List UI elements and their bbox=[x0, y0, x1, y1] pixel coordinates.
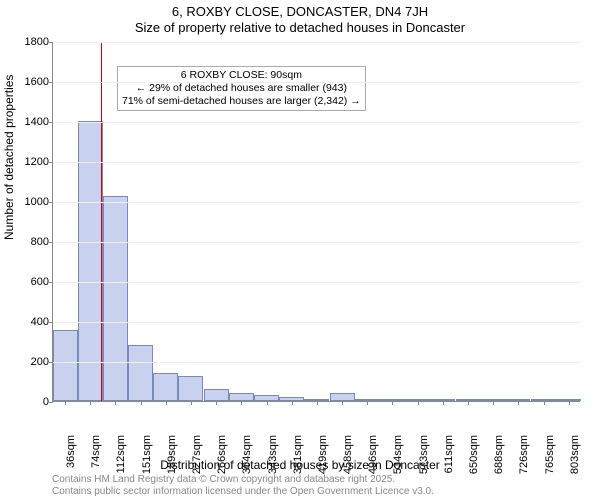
x-tickmark bbox=[241, 401, 242, 405]
gridline bbox=[53, 242, 580, 243]
x-tick-label: 189sqm bbox=[166, 435, 178, 479]
plot-area: 6 ROXBY CLOSE: 90sqm ← 29% of detached h… bbox=[52, 42, 580, 402]
x-tickmark bbox=[392, 401, 393, 405]
x-tick-label: 496sqm bbox=[367, 435, 379, 479]
histogram-bar bbox=[53, 330, 78, 401]
x-tickmark bbox=[367, 401, 368, 405]
x-tickmark bbox=[141, 401, 142, 405]
x-tickmark bbox=[90, 401, 91, 405]
x-tick-label: 765sqm bbox=[544, 435, 556, 479]
y-tickmark bbox=[49, 202, 53, 203]
gridline bbox=[53, 122, 580, 123]
x-tickmark bbox=[468, 401, 469, 405]
x-tick-label: 534sqm bbox=[392, 435, 404, 479]
y-tick-label: 600 bbox=[13, 276, 49, 288]
x-tick-label: 36sqm bbox=[65, 435, 77, 479]
x-tickmark bbox=[569, 401, 570, 405]
x-tickmark bbox=[544, 401, 545, 405]
annotation-line2: ← 29% of detached houses are smaller (94… bbox=[122, 82, 361, 95]
y-tick-label: 1400 bbox=[13, 116, 49, 128]
histogram-bar bbox=[128, 345, 153, 401]
y-tickmark bbox=[49, 362, 53, 363]
y-tickmark bbox=[49, 162, 53, 163]
x-tickmark bbox=[191, 401, 192, 405]
gridline bbox=[53, 42, 580, 43]
y-tickmark bbox=[49, 122, 53, 123]
y-tickmark bbox=[49, 42, 53, 43]
gridline bbox=[53, 162, 580, 163]
x-tick-label: 419sqm bbox=[317, 435, 329, 479]
x-tickmark bbox=[65, 401, 66, 405]
x-tick-label: 112sqm bbox=[115, 435, 127, 479]
annotation-line3: 71% of semi-detached houses are larger (… bbox=[122, 95, 361, 108]
x-tickmark bbox=[342, 401, 343, 405]
y-tick-label: 1600 bbox=[13, 76, 49, 88]
y-tickmark bbox=[49, 242, 53, 243]
gridline bbox=[53, 322, 580, 323]
x-tickmark bbox=[115, 401, 116, 405]
footnote-line2: Contains public sector information licen… bbox=[52, 486, 434, 498]
annotation-box: 6 ROXBY CLOSE: 90sqm ← 29% of detached h… bbox=[117, 66, 366, 111]
histogram-bar bbox=[330, 393, 355, 401]
gridline bbox=[53, 362, 580, 363]
x-tickmark bbox=[418, 401, 419, 405]
y-tick-label: 400 bbox=[13, 316, 49, 328]
y-tick-label: 0 bbox=[13, 396, 49, 408]
x-tick-label: 343sqm bbox=[267, 435, 279, 479]
y-tick-label: 1800 bbox=[13, 36, 49, 48]
x-tickmark bbox=[166, 401, 167, 405]
histogram-bar bbox=[204, 389, 229, 401]
annotation-line1: 6 ROXBY CLOSE: 90sqm bbox=[122, 69, 361, 82]
x-tickmark bbox=[443, 401, 444, 405]
y-tick-label: 200 bbox=[13, 356, 49, 368]
x-tick-label: 381sqm bbox=[292, 435, 304, 479]
x-tickmark bbox=[267, 401, 268, 405]
x-axis-label: Distribution of detached houses by size … bbox=[0, 458, 600, 472]
y-tick-label: 1200 bbox=[13, 156, 49, 168]
x-tick-label: 458sqm bbox=[342, 435, 354, 479]
x-tick-label: 227sqm bbox=[191, 435, 203, 479]
x-tickmark bbox=[518, 401, 519, 405]
x-tickmark bbox=[216, 401, 217, 405]
x-tick-label: 688sqm bbox=[493, 435, 505, 479]
histogram-bar bbox=[78, 121, 103, 401]
y-tickmark bbox=[49, 322, 53, 323]
histogram-bar bbox=[178, 376, 203, 401]
y-tickmark bbox=[49, 282, 53, 283]
x-tick-label: 304sqm bbox=[241, 435, 253, 479]
y-tick-label: 800 bbox=[13, 236, 49, 248]
x-tickmark bbox=[292, 401, 293, 405]
y-tick-label: 1000 bbox=[13, 196, 49, 208]
x-tickmark bbox=[493, 401, 494, 405]
x-tick-label: 726sqm bbox=[518, 435, 530, 479]
y-tickmark bbox=[49, 82, 53, 83]
x-tick-label: 650sqm bbox=[468, 435, 480, 479]
x-tick-label: 573sqm bbox=[418, 435, 430, 479]
y-tickmark bbox=[49, 402, 53, 403]
gridline bbox=[53, 282, 580, 283]
histogram-bar bbox=[153, 373, 178, 401]
histogram-bar bbox=[103, 196, 128, 401]
gridline bbox=[53, 202, 580, 203]
footnote: Contains HM Land Registry data © Crown c… bbox=[52, 474, 434, 498]
x-tick-label: 266sqm bbox=[216, 435, 228, 479]
x-tick-label: 74sqm bbox=[90, 435, 102, 479]
histogram-bar bbox=[229, 393, 254, 401]
footnote-line1: Contains HM Land Registry data © Crown c… bbox=[52, 474, 434, 486]
x-tick-label: 803sqm bbox=[569, 435, 581, 479]
x-tick-label: 611sqm bbox=[443, 435, 455, 479]
x-tickmark bbox=[317, 401, 318, 405]
supertitle: 6, ROXBY CLOSE, DONCASTER, DN4 7JH bbox=[0, 4, 600, 19]
subtitle: Size of property relative to detached ho… bbox=[0, 20, 600, 35]
x-tick-label: 151sqm bbox=[141, 435, 153, 479]
gridline bbox=[53, 82, 580, 83]
marker-line bbox=[101, 42, 102, 401]
